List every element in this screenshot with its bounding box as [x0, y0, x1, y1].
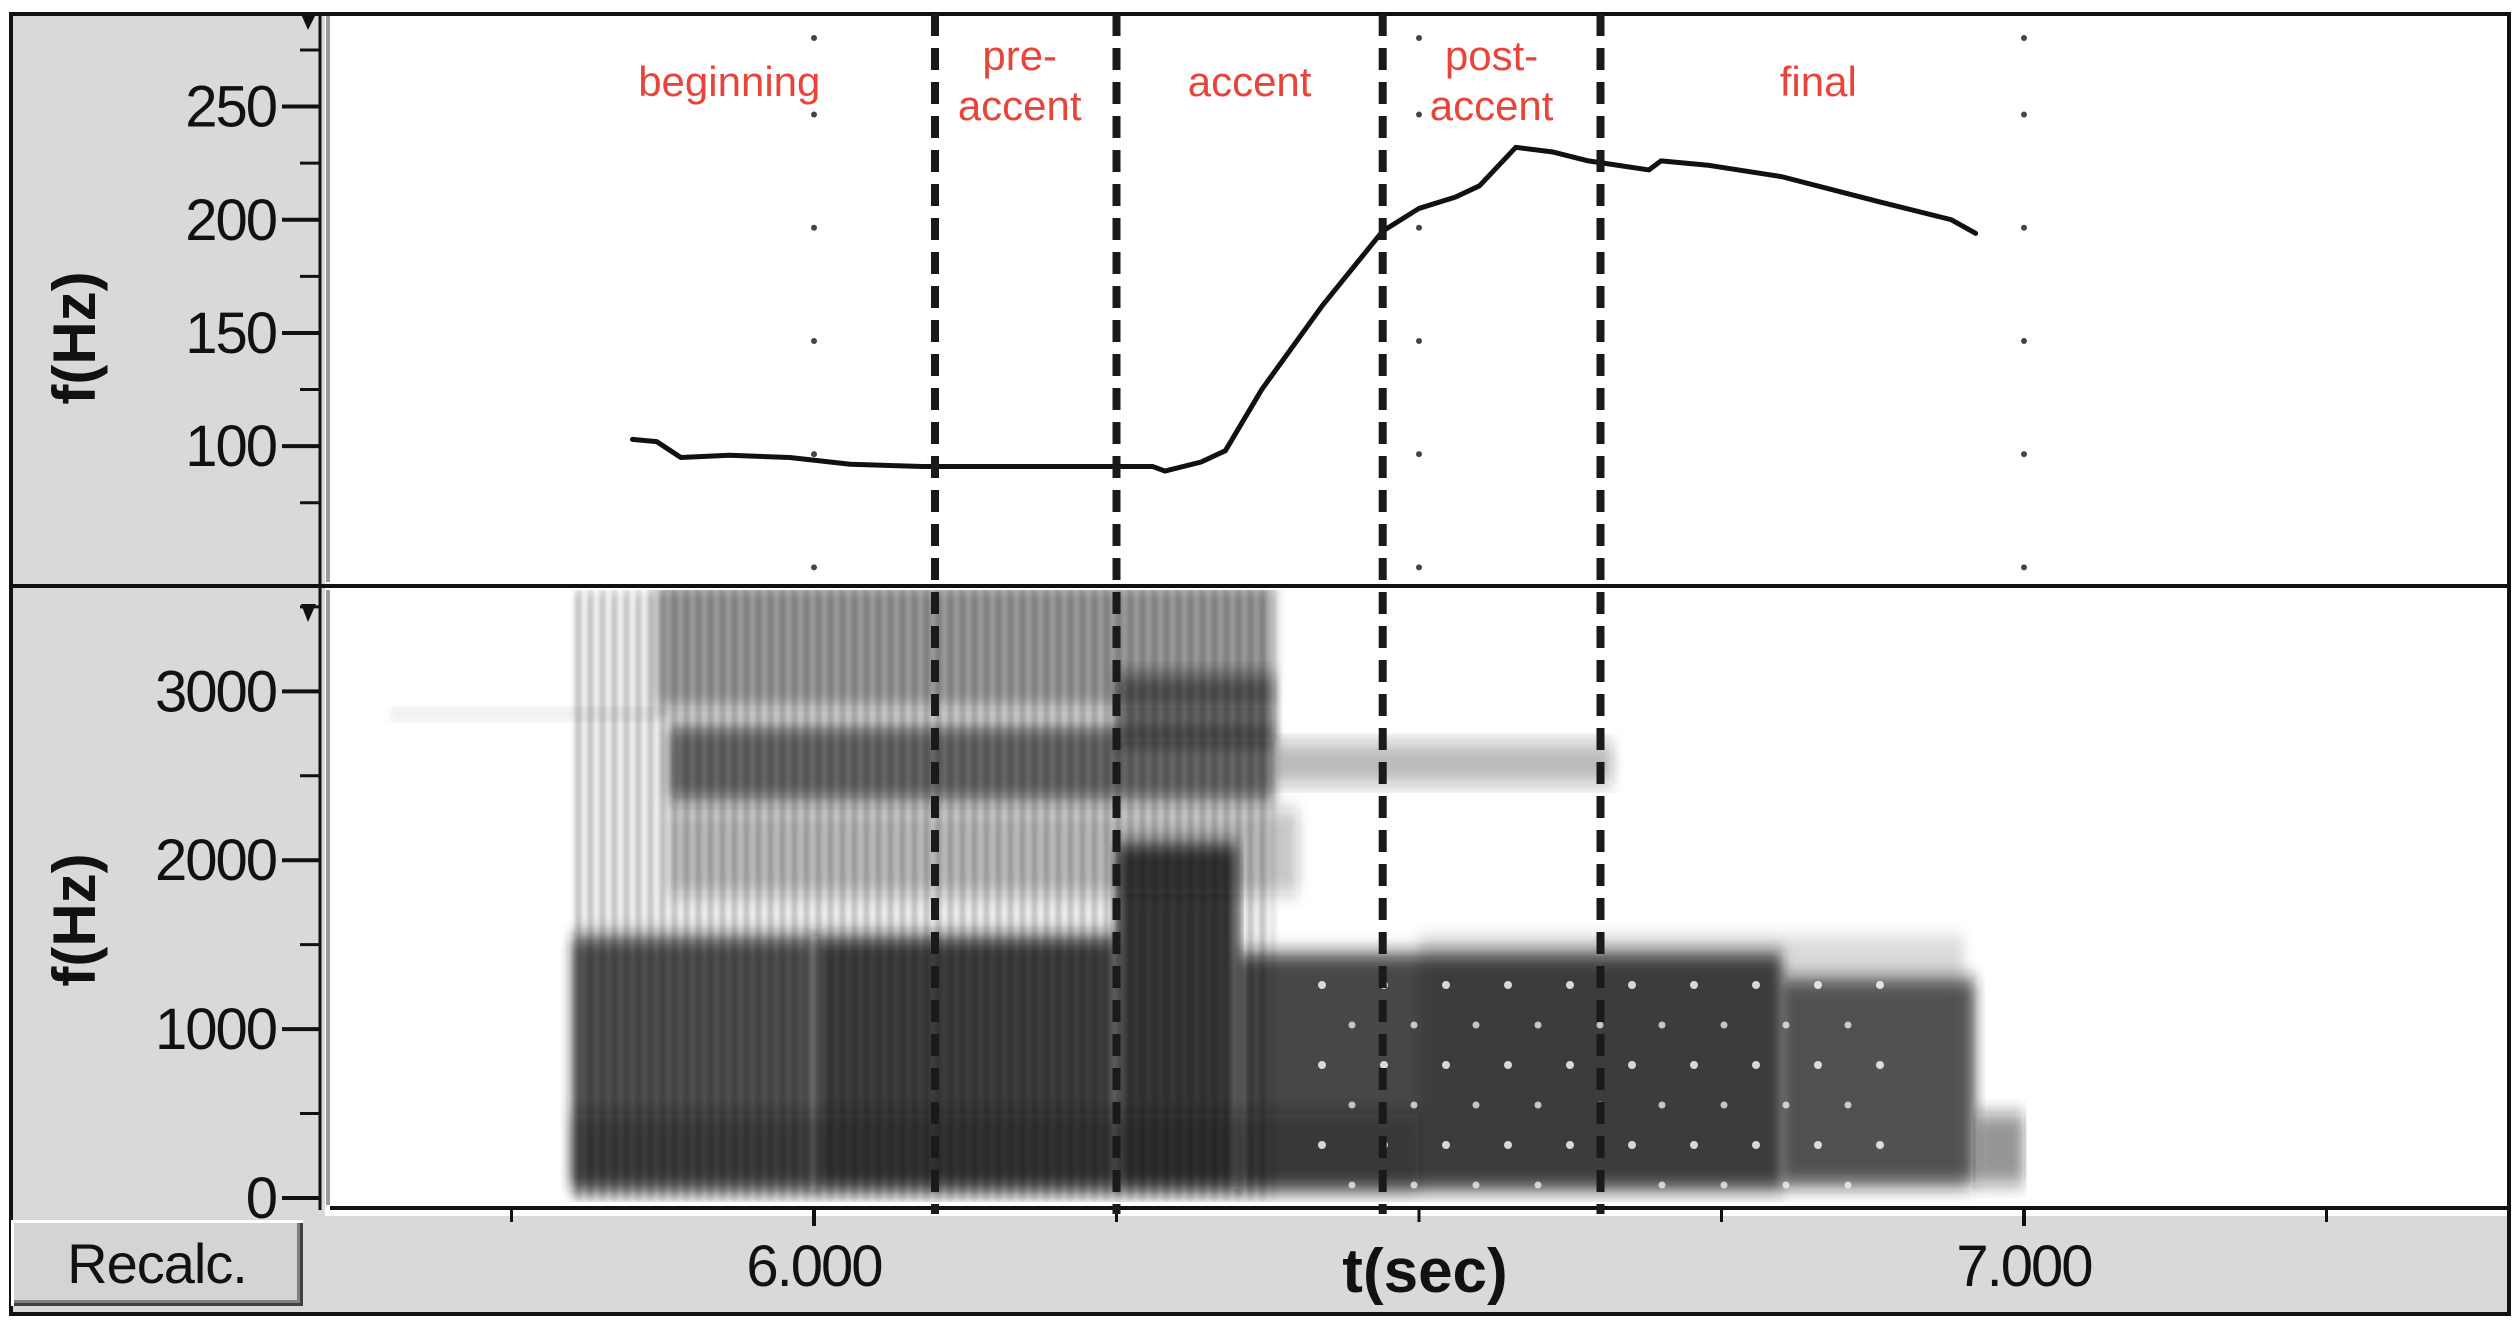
grid-dot [811, 111, 817, 118]
segment-label: post-accent [1430, 32, 1554, 129]
segment-label: accent [1188, 58, 1312, 105]
segment-boundaries: beginning pre-accent accent post-accent fina… [638, 14, 1857, 1214]
segment-label: pre-accent [958, 32, 1082, 129]
pitch-axis-arrow-icon [301, 14, 316, 30]
pitch-y-axis-label: f(Hz) [41, 271, 108, 404]
pitch-contour-line [630, 144, 1979, 474]
grid-dot [1416, 451, 1422, 458]
grid-dot [1416, 35, 1422, 41]
spectrogram-y-tick-label: 1000 [155, 997, 276, 1062]
grid-dot [811, 224, 817, 231]
grid-dot [811, 35, 817, 41]
spectrogram-energy-band [1273, 742, 1613, 785]
grid-dot [1416, 111, 1422, 118]
grid-dot [1416, 564, 1422, 571]
time-x-tick-label: 7.000 [1956, 1234, 2091, 1299]
grid-dot [2021, 224, 2027, 231]
grid-dot [2021, 337, 2027, 344]
pitch-y-tick-label: 200 [185, 188, 276, 253]
spectrogram-axis-arrow-icon [301, 604, 316, 622]
grid-dot [811, 451, 817, 458]
pitch-y-tick-label: 100 [185, 414, 276, 479]
grid-dot [1416, 337, 1422, 344]
time-x-tick-label: 6.000 [746, 1234, 881, 1299]
grid-dot [2021, 451, 2027, 458]
spectrogram-energy-band [1975, 1113, 2024, 1185]
spectrogram-y-tick-label: 2000 [155, 828, 276, 893]
spectrogram-striations [572, 590, 1274, 1198]
spectrogram-noise [390, 708, 669, 721]
grid-dot [2021, 111, 2027, 118]
pitch-y-tick-label: 150 [185, 301, 276, 366]
pitch-y-tick-label: 250 [185, 75, 276, 140]
spectrogram-y-axis-label: f(Hz) [41, 853, 108, 986]
recalc-button[interactable]: Recalc. [11, 1220, 303, 1306]
grid-dot [1416, 224, 1422, 231]
time-x-axis: t(sec) 6.000 7.000 [510, 1208, 2328, 1306]
grid-dot [2021, 35, 2027, 41]
grid-dot [811, 564, 817, 571]
grid-dot [2021, 564, 2027, 571]
spectrogram-y-tick-label: 3000 [155, 659, 276, 724]
spectrogram-panel [390, 590, 2024, 1198]
time-x-axis-label: t(sec) [1342, 1237, 1507, 1306]
segment-label: beginning [638, 58, 820, 105]
pitch-y-axis: f(Hz) 100 150 200 250 [41, 14, 320, 505]
pitch-contour-panel [630, 144, 1979, 474]
segment-label: final [1780, 58, 1857, 105]
pitch-grid-dots [811, 35, 2027, 571]
grid-dot [811, 337, 817, 344]
